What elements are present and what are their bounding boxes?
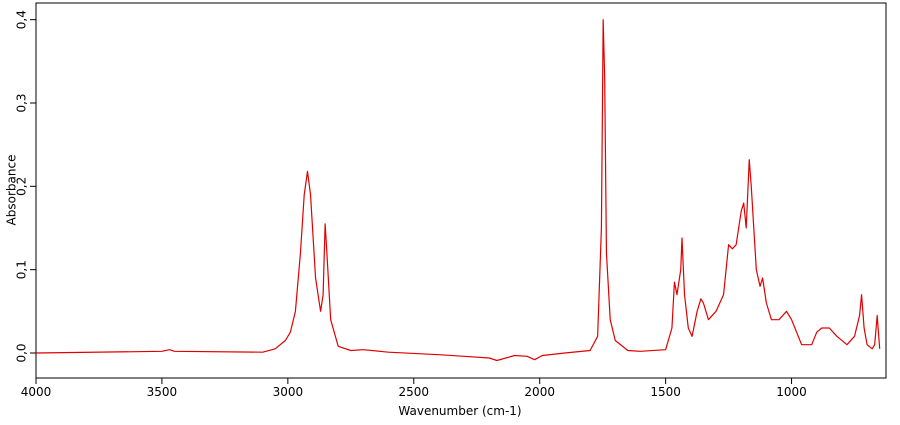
plot-frame — [35, 2, 887, 379]
x-tick-label: 1500 — [650, 385, 681, 399]
x-tick-label: 2000 — [524, 385, 555, 399]
x-axis-label: Wavenumber (cm-1) — [398, 404, 521, 418]
x-tick-label: 4000 — [21, 385, 52, 399]
y-tick-label: 0,2 — [15, 177, 29, 196]
y-tick-label: 0,4 — [15, 10, 29, 29]
x-tick-label: 3000 — [273, 385, 304, 399]
spectrum-line — [35, 19, 881, 362]
y-tick-label: 0,1 — [15, 260, 29, 279]
x-tick-label: 3500 — [147, 385, 178, 399]
x-tick-label: 1000 — [776, 385, 807, 399]
y-tick-label: 0,0 — [15, 343, 29, 362]
y-axis-label: Absorbance — [5, 155, 19, 226]
y-tick-label: 0,3 — [15, 93, 29, 112]
x-tick-label: 2500 — [399, 385, 430, 399]
